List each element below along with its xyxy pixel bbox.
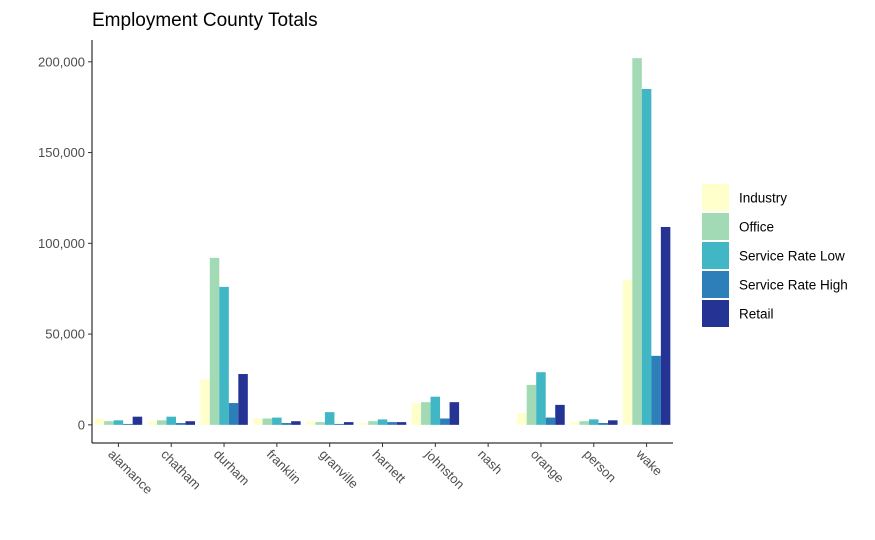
bar-harnett-service-rate-high — [387, 422, 397, 425]
x-tick-label: chatham — [158, 447, 204, 493]
bar-harnett-service-rate-low — [377, 419, 388, 425]
x-tick-label: harnett — [369, 447, 408, 486]
bar-franklin-industry — [253, 418, 263, 425]
legend-label: Office — [739, 220, 774, 235]
legend-key-service-rate-high — [702, 271, 729, 298]
bar-granville-retail — [343, 422, 354, 425]
x-tick-label: wake — [633, 446, 666, 479]
bar-granville-service-rate-low — [324, 412, 335, 425]
bar-franklin-retail — [291, 421, 301, 425]
bar-johnston-service-rate-low — [430, 396, 441, 425]
y-tick-label: 0 — [78, 417, 85, 432]
bar-chatham-retail — [185, 421, 195, 425]
bar-orange-retail — [555, 404, 565, 425]
bar-granville-office — [315, 422, 325, 425]
legend-label: Retail — [739, 307, 774, 322]
bar-franklin-service-rate-high — [281, 423, 292, 425]
legend: Industry Office Service Rate Low Service Ra… — [702, 184, 848, 327]
y-tick-label: 100,000 — [38, 236, 85, 251]
bar-orange-industry — [517, 413, 527, 425]
x-tick-label: durham — [211, 447, 253, 489]
y-tick-label: 150,000 — [38, 145, 85, 160]
bar-orange-office — [526, 384, 537, 425]
legend-label: Industry — [739, 191, 787, 206]
bar-person-industry — [570, 422, 580, 425]
x-tick-label: nash — [475, 447, 506, 478]
bar-harnett-office — [368, 421, 378, 425]
bar-durham-service-rate-low — [219, 286, 229, 425]
x-tick-label: franklin — [264, 447, 304, 487]
legend-key-office — [702, 213, 729, 240]
bar-wake-service-rate-high — [651, 355, 661, 425]
plot-area: 0 50,000 100,000 150,000 200,000 alamance chat… — [38, 40, 673, 497]
bar-person-retail — [608, 420, 618, 425]
bar-alamance-retail — [132, 416, 143, 425]
chart-title: Employment County Totals — [92, 10, 318, 31]
bar-wake-retail — [660, 226, 671, 425]
bar-johnston-industry — [411, 403, 422, 425]
bar-chatham-service-rate-high — [175, 423, 186, 425]
bar-durham-office — [209, 257, 220, 425]
x-tick-label: orange — [528, 447, 567, 486]
bar-harnett-industry — [358, 423, 369, 425]
y-tick-label: 50,000 — [45, 327, 85, 342]
y-tick-label: 200,000 — [38, 54, 85, 69]
bar-durham-service-rate-high — [228, 403, 239, 425]
bar-granville-industry — [305, 421, 316, 425]
legend-key-industry — [702, 184, 729, 211]
bar-person-service-rate-high — [598, 423, 609, 425]
x-tick-label: granville — [317, 447, 362, 492]
bar-franklin-service-rate-low — [272, 417, 282, 425]
bar-durham-industry — [200, 379, 210, 425]
bar-wake-service-rate-low — [641, 89, 652, 425]
bar-alamance-office — [104, 421, 114, 425]
bar-durham-retail — [238, 374, 248, 425]
bar-chatham-office — [156, 420, 167, 425]
legend-key-retail — [702, 300, 729, 327]
bar-johnston-service-rate-high — [440, 418, 450, 425]
bar-alamance-service-rate-low — [113, 420, 124, 425]
legend-label: Service Rate Low — [739, 249, 845, 264]
x-tick-label: alamance — [105, 447, 155, 497]
bar-person-service-rate-low — [589, 419, 599, 425]
bar-alamance-service-rate-high — [123, 423, 133, 425]
legend-label: Service Rate High — [739, 278, 848, 293]
bar-wake-office — [632, 58, 642, 425]
bar-johnston-retail — [449, 402, 460, 425]
legend-key-service-rate-low — [702, 242, 729, 269]
bar-chatham-industry — [147, 421, 157, 425]
bar-person-office — [579, 421, 590, 425]
bar-orange-service-rate-low — [536, 372, 546, 425]
bar-franklin-office — [262, 418, 273, 425]
bar-alamance-industry — [94, 418, 105, 425]
bar-johnston-office — [421, 402, 431, 425]
x-tick-label: johnston — [421, 446, 467, 492]
bar-granville-service-rate-high — [334, 423, 344, 425]
bar-wake-industry — [622, 279, 633, 425]
bar-harnett-retail — [396, 422, 407, 425]
x-tick-label: person — [581, 447, 620, 486]
bar-orange-service-rate-high — [545, 417, 556, 425]
bar-chatham-service-rate-low — [166, 416, 176, 425]
